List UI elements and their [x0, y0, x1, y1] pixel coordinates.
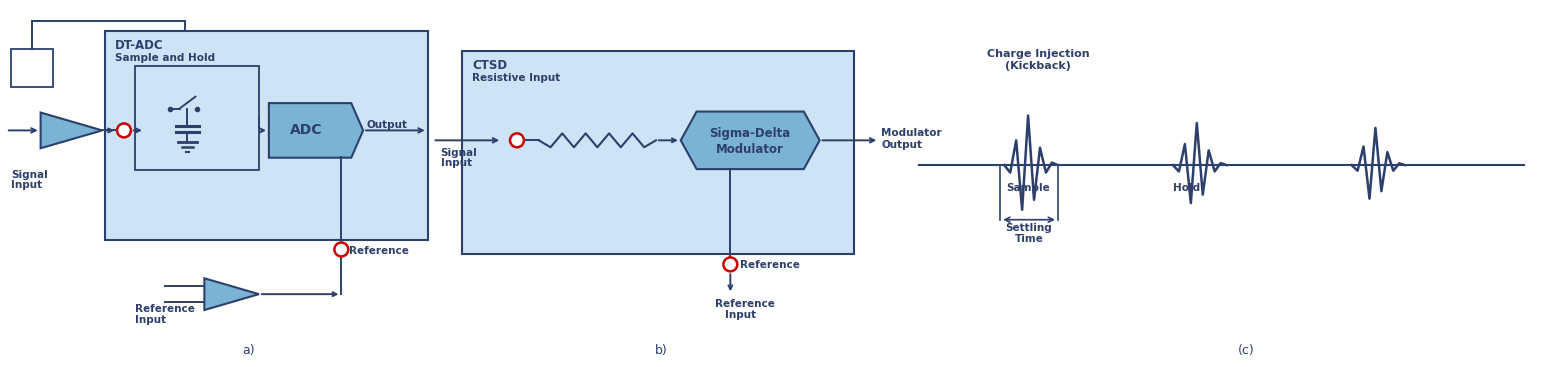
Text: Signal: Signal	[441, 148, 477, 158]
FancyBboxPatch shape	[106, 31, 427, 240]
Circle shape	[724, 257, 737, 271]
Text: Input: Input	[11, 180, 42, 190]
Text: (Kickback): (Kickback)	[1005, 61, 1071, 71]
Text: Input: Input	[441, 158, 472, 168]
Text: Time: Time	[1015, 234, 1044, 244]
Text: Output: Output	[881, 140, 922, 150]
FancyBboxPatch shape	[135, 66, 260, 170]
Text: Settling: Settling	[1005, 223, 1052, 233]
Text: Output: Output	[367, 120, 407, 131]
Polygon shape	[681, 112, 819, 169]
Text: ADC: ADC	[291, 123, 323, 137]
Text: Reference: Reference	[715, 299, 775, 309]
Polygon shape	[269, 103, 364, 158]
Text: Input: Input	[135, 315, 166, 325]
Text: CTSD: CTSD	[472, 59, 508, 72]
Text: (c): (c)	[1239, 344, 1254, 357]
Text: Reference: Reference	[740, 261, 800, 270]
Circle shape	[117, 123, 131, 137]
Text: Input: Input	[726, 310, 757, 320]
Text: Sample and Hold: Sample and Hold	[115, 53, 214, 63]
Text: b): b)	[654, 344, 667, 357]
Circle shape	[510, 133, 524, 147]
Text: Signal: Signal	[11, 170, 48, 180]
Text: DT-ADC: DT-ADC	[115, 39, 163, 52]
Polygon shape	[205, 278, 260, 310]
FancyBboxPatch shape	[463, 51, 855, 254]
Text: Hold: Hold	[1173, 183, 1200, 193]
Text: Charge Injection: Charge Injection	[987, 49, 1089, 59]
Text: Modulator: Modulator	[716, 143, 785, 156]
Text: Reference: Reference	[135, 304, 194, 314]
Text: a): a)	[242, 344, 255, 357]
FancyBboxPatch shape	[11, 49, 53, 87]
Text: Sample: Sample	[1005, 183, 1051, 193]
Text: Modulator: Modulator	[881, 128, 942, 138]
Text: Sigma-Delta: Sigma-Delta	[710, 127, 791, 140]
Text: Resistive Input: Resistive Input	[472, 73, 561, 83]
Text: Reference: Reference	[350, 246, 409, 255]
Polygon shape	[40, 113, 103, 148]
Circle shape	[334, 243, 348, 257]
